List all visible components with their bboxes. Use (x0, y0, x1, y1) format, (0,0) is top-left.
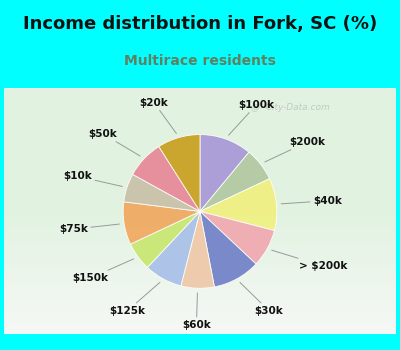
Bar (4, 90, 396, 215)
Bar (4, 115, 396, 239)
Wedge shape (130, 211, 200, 267)
Bar (4, 130, 396, 254)
Bar (4, 167, 396, 292)
Text: $200k: $200k (265, 137, 326, 162)
Bar (4, 192, 396, 317)
Bar (4, 210, 396, 334)
Bar (4, 88, 396, 212)
Text: $40k: $40k (281, 196, 342, 206)
Text: $30k: $30k (240, 282, 283, 316)
Text: $50k: $50k (89, 129, 140, 156)
Text: Income distribution in Fork, SC (%): Income distribution in Fork, SC (%) (23, 15, 377, 33)
Text: Multirace residents: Multirace residents (124, 55, 276, 69)
Bar (4, 145, 396, 270)
Text: $60k: $60k (182, 293, 211, 330)
Bar (4, 132, 396, 257)
Bar (4, 100, 396, 225)
Bar (4, 135, 396, 259)
Bar (4, 107, 396, 232)
Bar (4, 152, 396, 277)
Bar (4, 98, 396, 222)
Bar (4, 162, 396, 287)
Wedge shape (133, 147, 200, 211)
Wedge shape (200, 179, 277, 231)
Bar (4, 157, 396, 282)
Bar (4, 103, 396, 227)
Bar (4, 195, 396, 319)
Wedge shape (181, 211, 214, 288)
Bar (4, 180, 396, 304)
Bar (4, 122, 396, 247)
Bar (4, 160, 396, 284)
Text: $150k: $150k (72, 259, 134, 283)
Wedge shape (147, 211, 200, 286)
Bar (4, 197, 396, 322)
Bar (4, 199, 396, 324)
Text: $100k: $100k (228, 100, 274, 135)
Wedge shape (200, 152, 270, 211)
Bar (4, 177, 396, 302)
Text: $20k: $20k (140, 98, 176, 133)
Text: @  City-Data.com: @ City-Data.com (251, 103, 330, 112)
Bar (4, 105, 396, 230)
Wedge shape (124, 174, 200, 211)
Text: $125k: $125k (110, 282, 160, 316)
Wedge shape (159, 135, 200, 211)
Bar (4, 207, 396, 332)
Bar (4, 125, 396, 250)
Bar (4, 142, 396, 267)
Bar (4, 147, 396, 272)
Bar (4, 92, 396, 217)
Bar (4, 172, 396, 297)
Bar (4, 140, 396, 265)
Text: > $200k: > $200k (272, 250, 348, 271)
Text: $10k: $10k (64, 172, 122, 187)
Wedge shape (200, 135, 249, 211)
Bar (4, 112, 396, 237)
Bar (4, 187, 396, 312)
Bar (4, 165, 396, 289)
Bar (4, 182, 396, 307)
Wedge shape (200, 211, 274, 264)
Bar (4, 150, 396, 274)
Wedge shape (123, 202, 200, 244)
Bar (4, 95, 396, 219)
Bar (4, 185, 396, 309)
Bar (4, 118, 396, 242)
Bar (4, 138, 396, 262)
Text: $75k: $75k (59, 224, 119, 234)
Bar (4, 120, 396, 245)
Bar (4, 205, 396, 329)
Bar (4, 110, 396, 234)
Wedge shape (200, 211, 256, 287)
Bar (4, 155, 396, 279)
Bar (4, 127, 396, 252)
Bar (4, 175, 396, 299)
Bar (4, 170, 396, 294)
Bar (4, 190, 396, 314)
Bar (4, 202, 396, 327)
